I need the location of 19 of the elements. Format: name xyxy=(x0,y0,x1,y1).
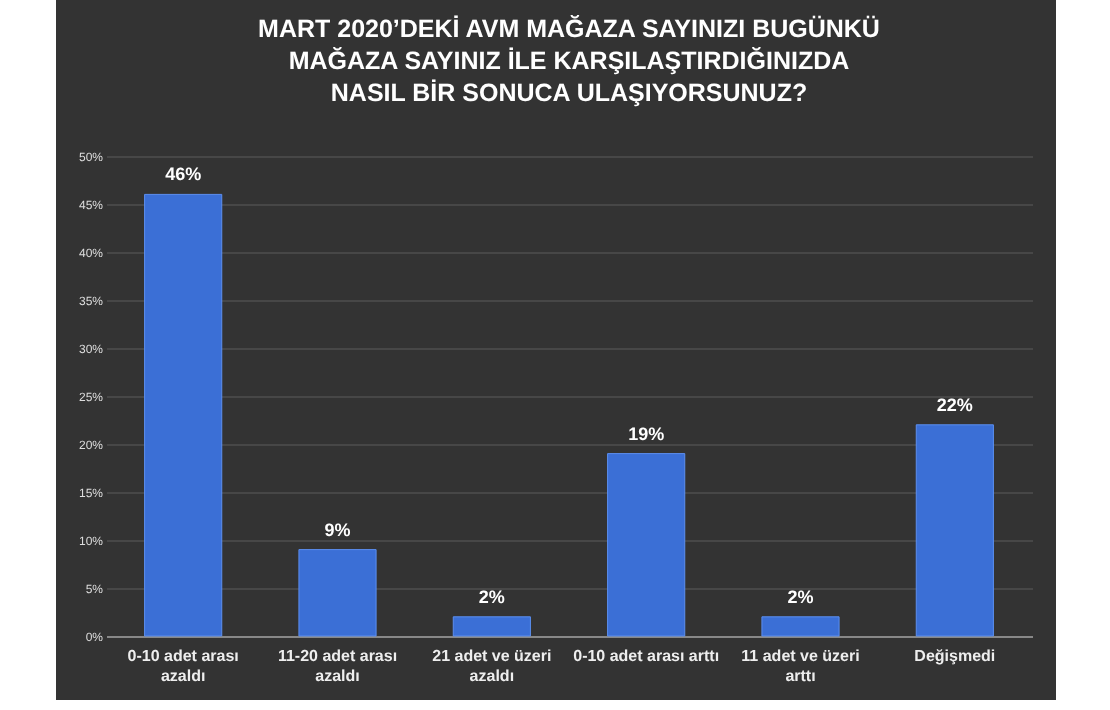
data-label: 19% xyxy=(628,423,665,444)
data-label: 2% xyxy=(787,586,814,607)
bar xyxy=(298,549,377,637)
x-tick-label: 0-10 adet arası azaldı xyxy=(127,647,239,685)
data-label: 22% xyxy=(936,394,973,415)
bar xyxy=(452,616,531,637)
data-label: 46% xyxy=(165,164,202,185)
x-tick-label: 21 adet ve üzeri azaldı xyxy=(432,647,552,685)
bar xyxy=(915,424,994,637)
data-label: 2% xyxy=(478,586,505,607)
x-tick-label: Değişmedi xyxy=(914,647,996,665)
x-tick-label: 0-10 adet arası arttı xyxy=(573,647,720,665)
bar xyxy=(144,193,223,637)
x-tick-label: 11-20 adet arası azaldı xyxy=(277,647,398,685)
x-tick-label: 11 adet ve üzeri arttı xyxy=(741,647,860,685)
bar xyxy=(761,616,840,637)
bar xyxy=(607,453,686,637)
chart-title: MART 2020’DEKİ AVM MAĞAZA SAYINIZI BUGÜNKÜ MAĞAZA SAYINIZ İLE KARŞILAŞTIRDIĞINIZDA NASIL BİR SONUCA ULAŞIYORSUNUZ? xyxy=(258,13,880,107)
data-label: 9% xyxy=(324,519,351,540)
